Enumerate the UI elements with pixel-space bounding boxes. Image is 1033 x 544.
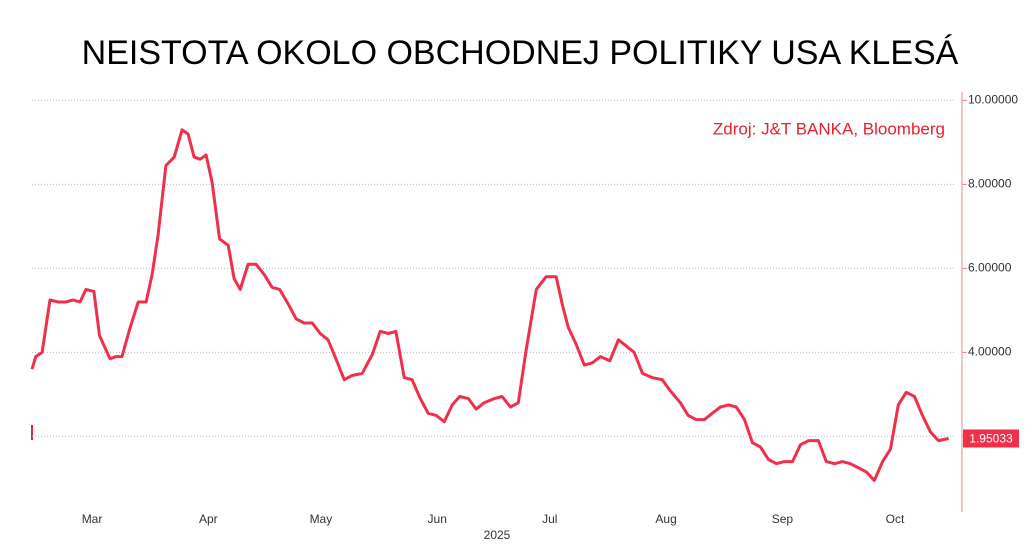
x-tick-label: Jun	[428, 512, 447, 526]
last-value-label: 1.95033	[969, 432, 1013, 446]
x-tick-label: Oct	[886, 512, 905, 526]
y-tick-label: 8.00000	[968, 177, 1012, 191]
y-tick-label: 10.00000	[968, 93, 1018, 107]
x-tick-label: Aug	[655, 512, 676, 526]
x-axis-label: 2025	[484, 528, 511, 542]
x-tick-label: Sep	[772, 512, 794, 526]
start-marker	[31, 425, 33, 440]
chart-title: NEISTOTA OKOLO OBCHODNEJ POLITIKY USA KL…	[82, 34, 959, 72]
last-value-box	[963, 429, 1019, 448]
line-series	[30, 128, 949, 482]
x-tick-label: Apr	[199, 512, 218, 526]
source-note: Zdroj: J&T BANKA, Bloomberg	[713, 119, 945, 138]
y-tick-label: 6.00000	[968, 261, 1012, 275]
y-tick-label: 4.00000	[968, 345, 1012, 359]
x-tick-label: Jul	[542, 512, 557, 526]
x-tick-label: May	[310, 512, 333, 526]
x-tick-label: Mar	[82, 512, 103, 526]
